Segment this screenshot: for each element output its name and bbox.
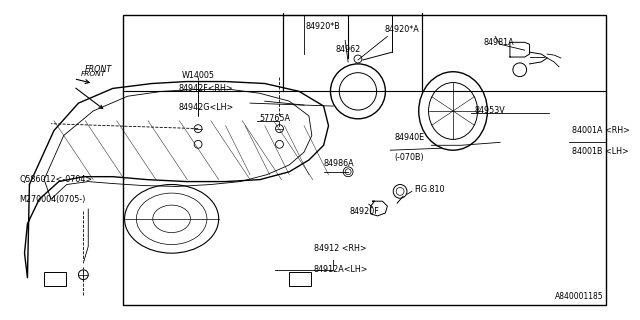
Text: 84912 <RH>: 84912 <RH> — [314, 244, 367, 253]
Text: 84942G<LH>: 84942G<LH> — [179, 103, 234, 112]
Text: 84942F<RH>: 84942F<RH> — [179, 84, 233, 93]
Text: 57765A: 57765A — [260, 114, 291, 123]
Text: FIG.810: FIG.810 — [414, 185, 444, 194]
Text: W14005: W14005 — [181, 71, 214, 80]
Text: 84001A <RH>: 84001A <RH> — [572, 126, 630, 135]
Text: (-070B): (-070B) — [394, 153, 424, 162]
Text: FRONT: FRONT — [81, 71, 106, 77]
Text: M270004(0705-): M270004(0705-) — [20, 195, 86, 204]
Bar — [123, 15, 606, 305]
Text: FRONT: FRONT — [84, 65, 112, 74]
Text: Q586012<-0704>: Q586012<-0704> — [20, 174, 93, 184]
Text: 84981A: 84981A — [483, 38, 514, 47]
Text: 84912A<LH>: 84912A<LH> — [314, 265, 368, 274]
Text: 84962: 84962 — [335, 45, 360, 54]
Text: A840001185: A840001185 — [554, 292, 603, 301]
Text: 84953V: 84953V — [475, 107, 506, 116]
Text: 84920*A: 84920*A — [385, 26, 419, 35]
Text: 84001B <LH>: 84001B <LH> — [572, 147, 628, 156]
Text: 84920*B: 84920*B — [306, 21, 340, 30]
Text: 84920F: 84920F — [349, 207, 379, 216]
Text: 84986A: 84986A — [324, 159, 354, 168]
Text: 84940E: 84940E — [394, 133, 424, 142]
